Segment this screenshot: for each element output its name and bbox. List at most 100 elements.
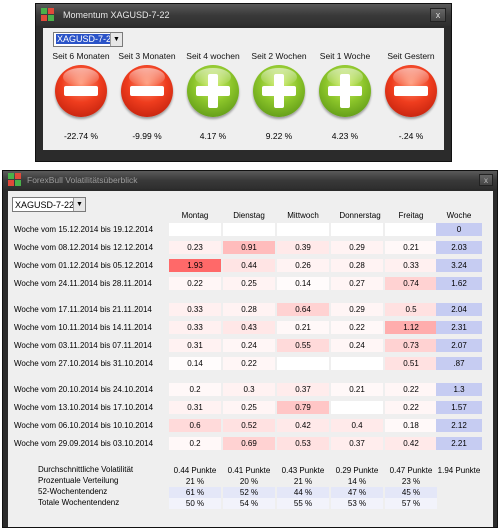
momentum-titlebar[interactable]: Momentum XAGUSD-7-22 x bbox=[36, 4, 451, 26]
week-row-label: Woche vom 13.10.2014 bis 17.10.2014 bbox=[14, 403, 154, 412]
day-cell: 1.12 bbox=[385, 321, 437, 334]
minus-icon bbox=[121, 65, 173, 117]
header-thursday: Donnerstag bbox=[339, 211, 381, 220]
summary-label: Prozentuale Verteilung bbox=[38, 476, 119, 485]
week-row-label: Woche vom 08.12.2014 bis 12.12.2014 bbox=[14, 243, 154, 252]
header-monday: Montag bbox=[181, 211, 209, 220]
week-total-cell: 2.12 bbox=[436, 419, 482, 432]
week-total-cell: 3.24 bbox=[436, 259, 482, 272]
day-cell: 0.31 bbox=[169, 339, 221, 352]
day-cell: 0.21 bbox=[385, 241, 437, 254]
period-value: -.24 % bbox=[398, 131, 424, 141]
day-cell: 0.24 bbox=[223, 339, 275, 352]
summary-cell: 50 % bbox=[169, 498, 221, 509]
summary-label: 52-Wochentendenz bbox=[38, 487, 108, 496]
week-row-label: Woche vom 01.12.2014 bis 05.12.2014 bbox=[14, 261, 154, 270]
volatility-window: ForexBull Volatilitätsüberblick x XAGUSD… bbox=[2, 170, 498, 528]
day-cell bbox=[223, 223, 275, 236]
day-cell bbox=[169, 223, 221, 236]
summary-cell: 53 % bbox=[331, 498, 383, 509]
day-cell: 0.21 bbox=[277, 321, 329, 334]
day-cell: 0.42 bbox=[277, 419, 329, 432]
week-row-label: Woche vom 20.10.2014 bis 24.10.2014 bbox=[14, 385, 154, 394]
summary-cell: 21 % bbox=[185, 477, 205, 486]
momentum-period: Seit 2 Wochen 9.22 % bbox=[248, 51, 310, 141]
day-cell: 0.5 bbox=[385, 303, 437, 316]
period-value: 4.17 % bbox=[199, 131, 227, 141]
week-total-cell: 1.62 bbox=[436, 277, 482, 290]
day-cell: 0.14 bbox=[277, 277, 329, 290]
summary-cell: 1.94 Punkte bbox=[437, 466, 481, 475]
symbol-select[interactable]: XAGUSD-7-22 ▼ bbox=[53, 32, 123, 47]
summary-cell: 44 % bbox=[277, 487, 329, 498]
symbol-select[interactable]: XAGUSD-7-22 ▼ bbox=[12, 197, 86, 212]
week-row-label: Woche vom 29.09.2014 bis 03.10.2014 bbox=[14, 439, 154, 448]
summary-cell: 0.29 Punkte bbox=[335, 466, 379, 475]
momentum-window: Momentum XAGUSD-7-22 x XAGUSD-7-22 ▼ Sei… bbox=[35, 3, 452, 162]
week-row-label: Woche vom 15.12.2014 bis 19.12.2014 bbox=[14, 225, 154, 234]
momentum-title: Momentum XAGUSD-7-22 bbox=[63, 10, 170, 20]
day-cell: 0.14 bbox=[169, 357, 221, 370]
week-total-cell: 2.31 bbox=[436, 321, 482, 334]
week-row-label: Woche vom 10.11.2014 bis 14.11.2014 bbox=[14, 323, 152, 332]
momentum-period: Seit 6 Monaten -22.74 % bbox=[50, 51, 112, 141]
day-cell: 0.29 bbox=[331, 303, 383, 316]
summary-label: Durchschnittliche Volatilität bbox=[38, 465, 134, 474]
day-cell: 0.33 bbox=[169, 321, 221, 334]
app-icon bbox=[41, 8, 54, 21]
plus-icon bbox=[319, 65, 371, 117]
day-cell: 0.18 bbox=[385, 419, 437, 432]
day-cell: 0.52 bbox=[223, 419, 275, 432]
header-wednesday: Mittwoch bbox=[287, 211, 319, 220]
day-cell: 0.37 bbox=[331, 437, 383, 450]
chevron-down-icon[interactable]: ▼ bbox=[73, 198, 85, 211]
period-value: 9.22 % bbox=[265, 131, 293, 141]
close-button[interactable]: x bbox=[430, 8, 446, 22]
week-total-cell: 2.21 bbox=[436, 437, 482, 450]
day-cell: 0.21 bbox=[331, 383, 383, 396]
day-cell: 0.25 bbox=[223, 277, 275, 290]
period-label: Seit 6 Monaten bbox=[52, 51, 110, 61]
day-cell: 0.74 bbox=[385, 277, 437, 290]
chevron-down-icon[interactable]: ▼ bbox=[110, 33, 122, 46]
header-week: Woche bbox=[446, 211, 472, 220]
day-cell: 0.2 bbox=[169, 383, 221, 396]
summary-cell: 52 % bbox=[223, 487, 275, 498]
plus-icon bbox=[187, 65, 239, 117]
day-cell bbox=[331, 223, 383, 236]
summary-cell: 21 % bbox=[293, 477, 313, 486]
week-row-label: Woche vom 06.10.2014 bis 10.10.2014 bbox=[14, 421, 154, 430]
day-cell: 0.31 bbox=[169, 401, 221, 414]
day-cell: 0.73 bbox=[385, 339, 437, 352]
plus-icon bbox=[253, 65, 305, 117]
summary-cell: 20 % bbox=[239, 477, 259, 486]
period-label: Seit 2 Wochen bbox=[251, 51, 307, 61]
day-cell bbox=[385, 223, 437, 236]
day-cell: 0.25 bbox=[223, 401, 275, 414]
day-cell: 0.55 bbox=[277, 339, 329, 352]
day-cell: 0.51 bbox=[385, 357, 437, 370]
day-cell bbox=[277, 357, 329, 370]
day-cell: 0.27 bbox=[331, 277, 383, 290]
week-row-label: Woche vom 03.11.2014 bis 07.11.2014 bbox=[14, 341, 152, 350]
symbol-value: XAGUSD-7-22 bbox=[15, 200, 75, 210]
volatility-titlebar[interactable]: ForexBull Volatilitätsüberblick x bbox=[3, 171, 497, 189]
period-label: Seit 3 Monaten bbox=[118, 51, 176, 61]
week-total-cell: 1.57 bbox=[436, 401, 482, 414]
day-cell: 0.42 bbox=[385, 437, 437, 450]
week-total-cell: 1.3 bbox=[436, 383, 482, 396]
week-total-cell: 2.07 bbox=[436, 339, 482, 352]
day-cell: 1.93 bbox=[169, 259, 221, 272]
period-label: Seit Gestern bbox=[387, 51, 435, 61]
momentum-period: Seit 3 Monaten -9.99 % bbox=[116, 51, 178, 141]
day-cell: 0.53 bbox=[277, 437, 329, 450]
summary-cell: 23 % bbox=[401, 477, 421, 486]
momentum-period: Seit 4 wochen 4.17 % bbox=[182, 51, 244, 141]
summary-cell bbox=[436, 476, 482, 487]
momentum-panel: XAGUSD-7-22 ▼ Seit 6 Monaten -22.74 % Seit… bbox=[43, 28, 444, 150]
summary-cell: 57 % bbox=[385, 498, 437, 509]
day-cell: 0.37 bbox=[277, 383, 329, 396]
week-total-cell: 0 bbox=[436, 223, 482, 236]
close-button[interactable]: x bbox=[479, 174, 493, 186]
day-cell: 0.43 bbox=[223, 321, 275, 334]
